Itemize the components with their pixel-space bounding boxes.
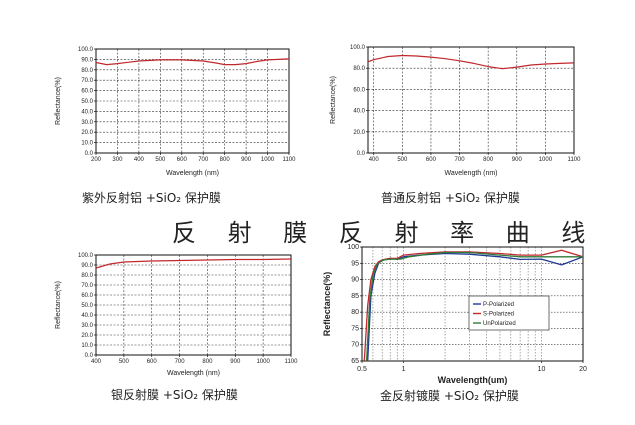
chart-1-xtick-label-7: 900	[241, 157, 252, 163]
chart-2-caption: 普通反射铝 +SiO₂ 保护膜	[381, 191, 520, 205]
chart-2-ytick-label-1: 20.0	[353, 130, 365, 136]
chart-3-ytick-label-4: 40.0	[81, 313, 93, 319]
chart-4-ytick-label-2: 75	[351, 325, 359, 332]
chart-1-xtick-label-5: 700	[198, 157, 209, 163]
chart-3-ytick-label-0: 0.0	[85, 353, 94, 359]
chart-4-ytick-label-0: 65	[351, 358, 359, 365]
chart-2-series-1-line	[368, 54, 574, 70]
chart-2-ytick-label-4: 80.0	[353, 66, 365, 72]
chart-1-xtick-label-2: 400	[134, 157, 145, 163]
chart-1-ytick-label-9: 90.0	[81, 57, 93, 63]
chart-4-series-unpolarized-line	[365, 251, 583, 361]
chart-2-xtick-label-4: 800	[483, 157, 494, 163]
chart-4-ytick-label-4: 85	[351, 293, 359, 300]
chart-1-ytick-label-7: 70.0	[81, 78, 93, 84]
chart-3-ytick-label-9: 90.0	[81, 263, 93, 269]
chart-4: 65 70 75 80 85 90 95 100 0.5 1 10 20 Wavelength(um) R…	[322, 244, 587, 385]
chart-4-series-s-polarized-line	[363, 249, 583, 361]
chart-2-ylabel: Reflectance(%)	[330, 76, 337, 124]
chart-1-xtick-label-6: 800	[220, 157, 231, 163]
chart-3-xtick-label-6: 1000	[256, 359, 270, 365]
chart-1-ytick-label-4: 40.0	[81, 109, 93, 115]
chart-1-xlabel: Wavelength (nm)	[166, 170, 219, 177]
chart-4-legend-label-2: UnPolarized	[483, 321, 516, 327]
chart-2-ytick-label-0: 0.0	[357, 151, 366, 157]
chart-2-xtick-label-2: 600	[426, 157, 437, 163]
chart-3-ytick-label-2: 20.0	[81, 333, 93, 339]
chart-3-xlabel: Wavelength (nm)	[167, 370, 220, 377]
chart-3-series-1-line	[96, 258, 291, 269]
chart-3-xtick-label-4: 800	[202, 359, 213, 365]
chart-4-ylabel: Reflectance(%)	[322, 272, 332, 337]
chart-3: 0.0 10.0 20.0 30.0 40.0 50.0 60.0 70.0 80.0 90.0 1…	[55, 253, 298, 377]
chart-4-legend-label-1: S-Polarized	[483, 312, 514, 318]
chart-2-xtick-label-6: 1000	[539, 157, 553, 163]
chart-2-ytick-label-5: 100.0	[350, 45, 366, 51]
chart-1-xtick-label-9: 1100	[283, 157, 297, 163]
chart-2-xlabel: Wavelength (nm)	[444, 170, 497, 177]
chart-4-ytick-label-6: 95	[351, 260, 359, 267]
chart-3-xtick-label-5: 900	[230, 359, 241, 365]
chart-1-series-1-line	[96, 58, 289, 66]
chart-2-xtick-label-0: 400	[369, 157, 380, 163]
chart-1-ylabel: Reflectance(%)	[55, 77, 62, 125]
chart-4-legend-box	[468, 295, 550, 331]
chart-3-ytick-label-8: 80.0	[81, 273, 93, 279]
chart-3-xtick-label-7: 1100	[285, 359, 299, 365]
chart-2-xtick-label-7: 1100	[568, 157, 582, 163]
chart-1-xtick-label-1: 300	[112, 157, 123, 163]
chart-1-caption: 紫外反射铝 +SiO₂ 保护膜	[82, 191, 221, 205]
chart-4-xtick-label-0: 0.5	[357, 366, 367, 373]
chart-1-ytick-label-1: 10.0	[81, 141, 93, 147]
chart-2-frame	[367, 46, 575, 154]
chart-4-ytick-label-1: 70	[351, 342, 359, 349]
chart-1-xtick-label-0: 200	[91, 157, 102, 163]
chart-1-ytick-label-6: 60.0	[81, 89, 93, 95]
chart-3-ytick-label-10: 100.0	[78, 253, 94, 259]
chart-1-ytick-label-0: 0.0	[85, 151, 94, 157]
chart-1-ytick-label-10: 100.0	[78, 47, 94, 53]
chart-2: 0.0 20.0 40.0 60.0 80.0 100.0 400 500 600 700 800 9…	[330, 45, 581, 177]
chart-1-xtick-label-3: 500	[155, 157, 166, 163]
chart-4-xtick-label-1: 1	[402, 366, 406, 373]
chart-3-xtick-label-0: 400	[91, 359, 102, 365]
chart-1-ytick-label-3: 30.0	[81, 120, 93, 126]
chart-3-caption: 银反射膜 +SiO₂ 保护膜	[111, 388, 238, 402]
chart-3-ytick-label-5: 50.0	[81, 303, 93, 309]
chart-1-ytick-label-5: 50.0	[81, 99, 93, 105]
chart-3-xtick-label-3: 700	[175, 359, 186, 365]
chart-4-ytick-label-5: 90	[351, 277, 359, 284]
chart-3-ytick-label-1: 10.0	[81, 343, 93, 349]
chart-2-ytick-label-2: 40.0	[353, 109, 365, 115]
chart-2-xtick-label-5: 900	[512, 157, 523, 163]
chart-3-ytick-label-7: 70.0	[81, 283, 93, 289]
chart-2-xtick-label-3: 700	[455, 157, 466, 163]
chart-3-ytick-label-3: 30.0	[81, 323, 93, 329]
chart-2-xtick-label-1: 500	[397, 157, 408, 163]
chart-4-caption: 金反射镀膜 +SiO₂ 保护膜	[380, 389, 519, 403]
chart-4-frame	[361, 246, 584, 362]
chart-4-ytick-label-7: 100	[347, 244, 359, 251]
chart-1-xtick-label-8: 1000	[261, 157, 275, 163]
chart-1-xtick-label-4: 600	[177, 157, 188, 163]
chart-3-xtick-label-1: 500	[119, 359, 130, 365]
chart-3-ytick-label-6: 60.0	[81, 293, 93, 299]
chart-1-ytick-label-8: 80.0	[81, 68, 93, 74]
chart-3-xtick-label-2: 600	[147, 359, 158, 365]
chart-4-series-p-polarized-line	[367, 252, 583, 361]
chart-4-xtick-label-3: 20	[579, 366, 587, 373]
chart-4-xtick-label-2: 10	[538, 366, 546, 373]
chart-4-ytick-label-3: 80	[351, 309, 359, 316]
chart-4-legend-label-0: P-Polarized	[483, 302, 514, 308]
chart-3-ylabel: Reflectance(%)	[55, 281, 62, 329]
chart-1-ytick-label-2: 20.0	[81, 130, 93, 136]
chart-1: 0.0 10.0 20.0 30.0 40.0 50.0 60.0 70.0 80.0 90.0 1…	[55, 47, 296, 177]
chart-4-xlabel: Wavelength(um)	[438, 375, 508, 385]
chart-2-ytick-label-3: 60.0	[353, 87, 365, 93]
